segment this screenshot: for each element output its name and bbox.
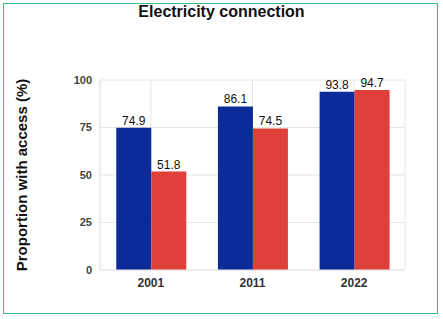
html-text:Electricity connection: Electricity connection — [138, 3, 305, 20]
svg-text:100: 100 — [74, 74, 92, 86]
svg-text:2001: 2001 — [137, 276, 164, 290]
svg-text:74.9: 74.9 — [122, 114, 146, 128]
svg-text:75: 75 — [80, 121, 92, 133]
svg-text:93.8: 93.8 — [325, 78, 349, 92]
svg-text:86.1: 86.1 — [224, 92, 248, 106]
svg-text:50: 50 — [80, 169, 92, 181]
svg-text:2011: 2011 — [239, 276, 265, 290]
svg-text:25: 25 — [80, 216, 92, 228]
svg-text:74.5: 74.5 — [259, 114, 283, 128]
svg-text:51.8: 51.8 — [157, 158, 181, 172]
svg-text:Proportion with access (%): Proportion with access (%) — [13, 79, 30, 272]
svg-text:2022: 2022 — [341, 276, 368, 290]
svg-text:94.7: 94.7 — [360, 76, 384, 90]
svg-text:0: 0 — [86, 264, 92, 276]
